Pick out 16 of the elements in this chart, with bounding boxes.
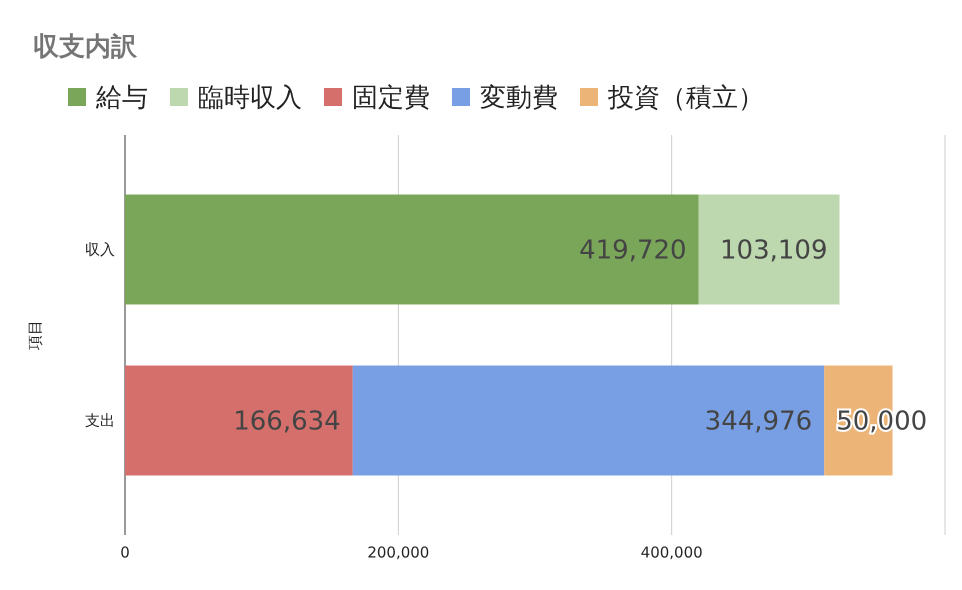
legend-label: 投資（積立） [607, 83, 764, 114]
y-tick-label: 収入 [85, 240, 115, 258]
y-axis-title: 項目 [26, 320, 44, 351]
chart-title: 収支内訳 [33, 32, 138, 62]
legend-label: 変動費 [480, 83, 558, 114]
legend-label: 臨時収入 [198, 83, 302, 114]
data-label: 344,976 [704, 406, 812, 437]
data-label: 419,720 [579, 236, 687, 266]
x-tick-label: 400,000 [640, 544, 703, 562]
y-tick-label: 支出 [85, 411, 115, 430]
legend-label: 固定費 [352, 83, 430, 114]
data-label: 166,634 [233, 406, 341, 437]
x-tick-label: 0 [120, 544, 130, 562]
x-tick-label: 200,000 [367, 544, 430, 562]
legend-label: 給与 [95, 83, 148, 114]
data-label: 103,109 [720, 236, 828, 266]
